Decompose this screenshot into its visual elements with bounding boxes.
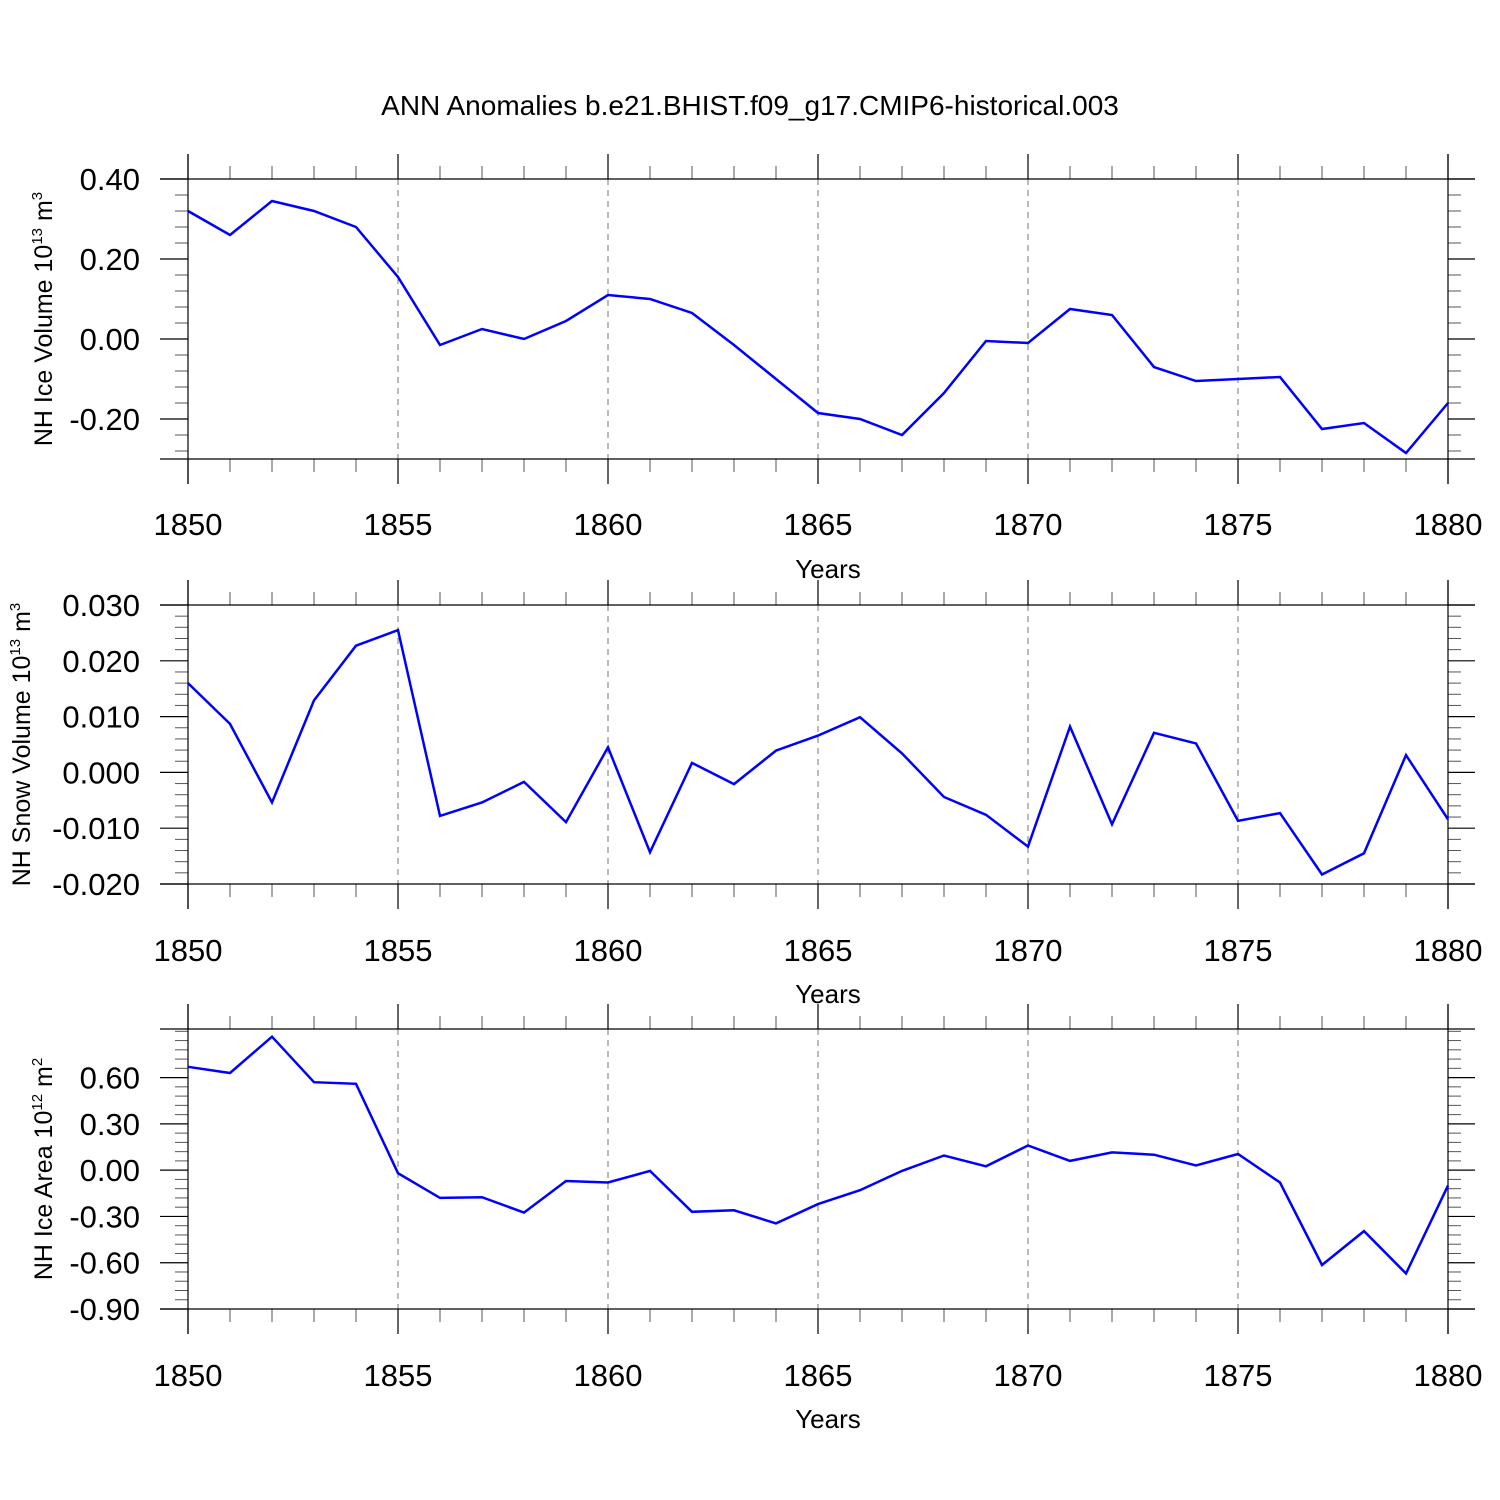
y-tick-label: 0.30	[80, 1107, 140, 1142]
y-axis-title: NH Ice Volume 1013 m3	[29, 192, 58, 446]
y-tick-label: 0.020	[62, 644, 140, 679]
y-axis-title-unit-exp: 2	[29, 1058, 46, 1066]
y-tick-label: 0.00	[80, 322, 140, 357]
x-tick-label: 1850	[154, 1358, 223, 1393]
x-axis-title: Years	[795, 1404, 861, 1434]
y-tick-label: -0.010	[52, 811, 140, 846]
y-tick-label: -0.30	[69, 1199, 140, 1234]
x-tick-label: 1875	[1204, 933, 1273, 968]
y-tick-label: 0.000	[62, 755, 140, 790]
panel-3: 1850 1855 1860 1865 1870 1875 1880 0.60 0.30 0.00…	[29, 1004, 1482, 1434]
x-axis-title: Years	[795, 554, 861, 584]
x-tick-label: 1870	[994, 933, 1063, 968]
x-axis-title: Years	[795, 979, 861, 1009]
x-tick-label: 1880	[1414, 507, 1483, 542]
x-tick-label: 1865	[784, 933, 853, 968]
y-tick-label: 0.40	[80, 162, 140, 197]
x-tick-label: 1850	[154, 507, 223, 542]
x-tick-label: 1855	[364, 507, 433, 542]
y-tick-label: 0.00	[80, 1153, 140, 1188]
x-tick-label: 1870	[994, 507, 1063, 542]
y-axis-title-unit: m	[8, 611, 36, 639]
y-axis-title-exp: 13	[29, 228, 46, 245]
y-tick-label: -0.60	[69, 1246, 140, 1281]
y-axis-title-main: NH Snow Volume 10	[8, 656, 36, 887]
y-tick-label: -0.020	[52, 867, 140, 902]
x-tick-label: 1880	[1414, 933, 1483, 968]
y-tick-label: -0.20	[69, 402, 140, 437]
y-axis-title-unit: m	[30, 1066, 58, 1094]
y-tick-label: 0.20	[80, 242, 140, 277]
y-axis-title-unit: m	[30, 200, 58, 228]
panel-1: 1850 1855 1860 1865 1870 1875 1880 0.40 0.20 0.00…	[29, 154, 1482, 584]
y-axis-title-exp: 12	[29, 1094, 46, 1111]
x-tick-label: 1875	[1204, 1358, 1273, 1393]
x-tick-label: 1870	[994, 1358, 1063, 1393]
y-tick-label: -0.90	[69, 1292, 140, 1327]
x-tick-label: 1860	[574, 507, 643, 542]
y-tick-label: 0.60	[80, 1061, 140, 1096]
y-axis-title: NH Snow Volume 1013 m3	[7, 603, 36, 887]
y-tick-label: 0.010	[62, 700, 140, 735]
x-tick-label: 1855	[364, 933, 433, 968]
y-axis-title-main: NH Ice Volume 10	[30, 245, 58, 447]
x-tick-label: 1865	[784, 1358, 853, 1393]
x-tick-label: 1880	[1414, 1358, 1483, 1393]
y-axis-title-exp: 13	[7, 639, 24, 656]
y-axis-title-unit-exp: 3	[7, 603, 24, 611]
y-axis-title-main: NH Ice Area 10	[30, 1111, 58, 1281]
y-axis-title: NH Ice Area 1012 m2	[29, 1058, 58, 1280]
y-axis-title-unit-exp: 3	[29, 192, 46, 200]
x-tick-label: 1875	[1204, 507, 1273, 542]
x-tick-label: 1860	[574, 1358, 643, 1393]
x-tick-label: 1865	[784, 507, 853, 542]
x-tick-label: 1850	[154, 933, 223, 968]
chart-title: ANN Anomalies b.e21.BHIST.f09_g17.CMIP6-…	[381, 90, 1119, 121]
x-tick-label: 1860	[574, 933, 643, 968]
x-tick-label: 1855	[364, 1358, 433, 1393]
panel-2: 1850 1855 1860 1865 1870 1875 1880 0.030 0.020 0.…	[7, 580, 1482, 1009]
y-tick-label: 0.030	[62, 588, 140, 623]
